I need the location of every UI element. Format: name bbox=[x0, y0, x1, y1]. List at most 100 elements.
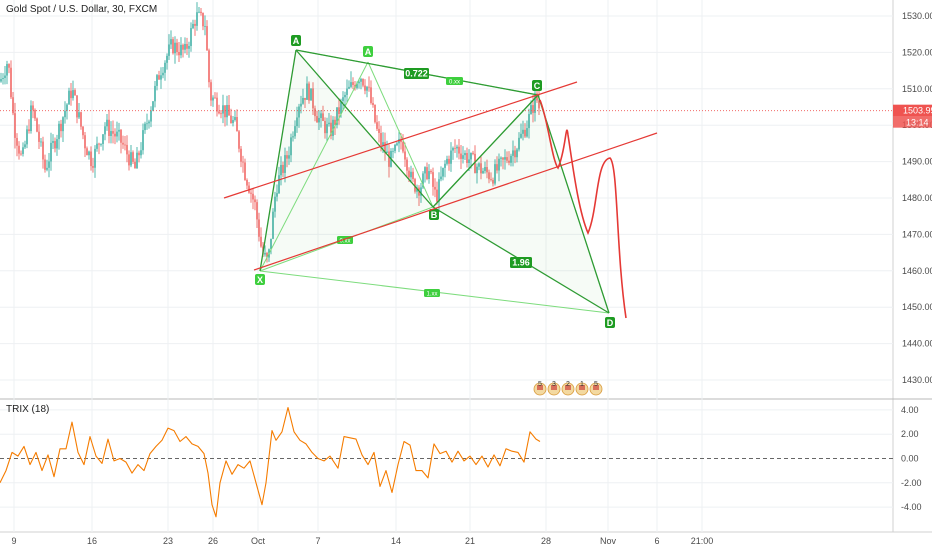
candle-body bbox=[296, 117, 298, 127]
candle-body bbox=[112, 131, 114, 134]
candle-body bbox=[510, 155, 512, 163]
candle-body bbox=[94, 148, 96, 168]
point-label-text: B bbox=[431, 210, 438, 220]
candle-body bbox=[32, 105, 34, 110]
pattern-point-c[interactable]: C bbox=[532, 80, 542, 91]
event-badge[interactable]: 3 bbox=[547, 381, 561, 396]
candle-body bbox=[4, 75, 6, 78]
candle-body bbox=[320, 113, 322, 118]
candle-body bbox=[358, 81, 360, 84]
trix-indicator bbox=[0, 406, 541, 518]
candle-body bbox=[312, 88, 314, 109]
candle-body bbox=[386, 151, 388, 153]
candle-body bbox=[310, 88, 312, 101]
time-tick-label: 6 bbox=[654, 536, 659, 546]
pattern-point-a[interactable]: A bbox=[291, 35, 301, 46]
candle-body bbox=[76, 95, 78, 118]
candle-body bbox=[26, 129, 28, 145]
pattern-leg[interactable] bbox=[537, 94, 610, 314]
candle-body bbox=[444, 163, 446, 168]
projection-curve[interactable]: 5 3 2 1 5 bbox=[533, 99, 627, 396]
pattern-point-a[interactable]: A bbox=[363, 46, 373, 57]
candle-body bbox=[464, 153, 466, 156]
candle-body bbox=[90, 151, 92, 167]
candle-body bbox=[226, 104, 228, 118]
harmonic-pattern[interactable]: A A C B D X 0.722 1.96 0.xx 0.xx 1.xx bbox=[255, 35, 615, 328]
pattern-leg[interactable] bbox=[259, 49, 297, 272]
pattern-leg[interactable] bbox=[295, 49, 434, 208]
candle-body bbox=[92, 166, 94, 168]
candle-body bbox=[144, 123, 146, 131]
candle-body bbox=[514, 150, 516, 158]
candle-body bbox=[108, 119, 110, 136]
channel-lower-line[interactable] bbox=[253, 132, 658, 271]
badge-count: 5 bbox=[538, 381, 542, 388]
channel-upper-line[interactable] bbox=[223, 81, 578, 199]
candle-body bbox=[340, 101, 342, 115]
projection-path[interactable] bbox=[539, 99, 627, 319]
candle-body bbox=[272, 211, 274, 239]
candle-body bbox=[160, 75, 162, 80]
event-badge[interactable]: 5 bbox=[533, 381, 547, 396]
trix-tick-label: -2.00 bbox=[901, 478, 922, 488]
candle-body bbox=[198, 11, 200, 13]
candle-body bbox=[62, 117, 64, 132]
event-badge[interactable]: 1 bbox=[575, 381, 589, 396]
candle-body bbox=[432, 172, 434, 187]
candle-body bbox=[16, 137, 18, 146]
candle-body bbox=[500, 157, 502, 159]
candle-body bbox=[140, 150, 142, 156]
candle-body bbox=[406, 159, 408, 171]
candle-body bbox=[288, 155, 290, 159]
candle-body bbox=[438, 179, 440, 202]
candle-body bbox=[368, 86, 370, 88]
ratio-label: 1.xx bbox=[424, 289, 440, 297]
candle-body bbox=[328, 122, 330, 125]
event-badge[interactable]: 5 bbox=[589, 381, 603, 396]
candle-body bbox=[452, 147, 454, 151]
pattern-leg-light[interactable] bbox=[367, 61, 434, 208]
candle-body bbox=[196, 12, 198, 26]
candle-body bbox=[192, 23, 194, 29]
channel-lines[interactable] bbox=[223, 81, 658, 271]
candle-body bbox=[442, 167, 444, 177]
pattern-point-b[interactable]: B bbox=[429, 209, 439, 220]
candle-body bbox=[222, 105, 224, 114]
candle-body bbox=[508, 160, 510, 163]
candle-body bbox=[106, 119, 108, 127]
event-badges[interactable]: 5 3 2 1 5 bbox=[533, 381, 603, 396]
pattern-point-x[interactable]: X bbox=[255, 274, 265, 285]
candle-body bbox=[466, 153, 468, 164]
candle-body bbox=[186, 43, 188, 49]
pattern-point-d[interactable]: D bbox=[605, 317, 615, 328]
candle-body bbox=[180, 44, 182, 56]
candle-body bbox=[184, 43, 186, 50]
grid bbox=[0, 0, 893, 532]
candle-body bbox=[382, 142, 384, 146]
price-tick-label: 1510.00 bbox=[902, 84, 932, 94]
candle-body bbox=[400, 138, 402, 143]
candle-body bbox=[284, 155, 286, 173]
badge-count: 3 bbox=[552, 381, 556, 388]
candle-body bbox=[252, 193, 254, 200]
ratio-label-text: 1.xx bbox=[426, 291, 437, 297]
candle-body bbox=[44, 159, 46, 170]
pattern-leg-light[interactable] bbox=[259, 61, 369, 272]
candle-body bbox=[420, 187, 422, 196]
candle-body bbox=[278, 175, 280, 194]
pattern-leg[interactable] bbox=[432, 94, 539, 208]
point-label-bg bbox=[429, 209, 439, 220]
candle-body bbox=[448, 158, 450, 164]
candle-body bbox=[468, 159, 470, 164]
candle-body bbox=[224, 105, 226, 118]
candle-body bbox=[282, 164, 284, 173]
candle-body bbox=[422, 173, 424, 188]
candle-body bbox=[490, 179, 492, 180]
candle-body bbox=[96, 143, 98, 149]
candle-body bbox=[250, 192, 252, 194]
event-badge[interactable]: 2 bbox=[561, 381, 575, 396]
candle-body bbox=[430, 171, 432, 173]
candle-body bbox=[484, 167, 486, 171]
